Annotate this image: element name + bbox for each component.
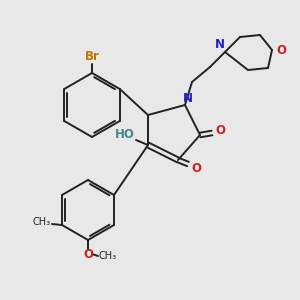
Text: Br: Br xyxy=(85,50,99,64)
Text: O: O xyxy=(83,248,93,262)
Text: O: O xyxy=(215,124,225,136)
Text: HO: HO xyxy=(115,128,135,142)
Text: N: N xyxy=(183,92,193,106)
Text: CH₃: CH₃ xyxy=(33,217,51,227)
Text: O: O xyxy=(191,161,201,175)
Text: CH₃: CH₃ xyxy=(99,251,117,261)
Text: O: O xyxy=(276,44,286,56)
Text: N: N xyxy=(215,38,225,52)
